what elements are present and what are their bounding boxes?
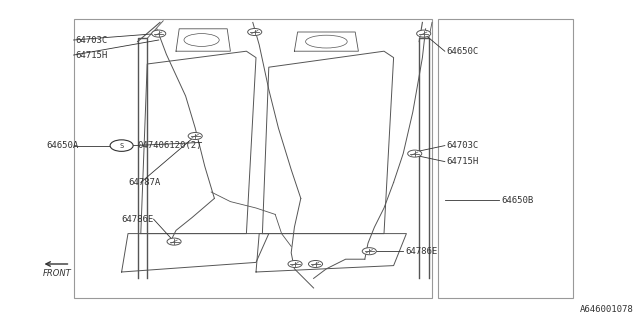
Circle shape — [110, 140, 133, 151]
Text: 64787A: 64787A — [128, 178, 160, 187]
Text: A646001078: A646001078 — [580, 305, 634, 314]
Text: 64650B: 64650B — [501, 196, 533, 204]
Text: 64650C: 64650C — [447, 47, 479, 56]
Circle shape — [408, 150, 422, 157]
Text: 64715H: 64715H — [447, 157, 479, 166]
Text: 64715H: 64715H — [76, 51, 108, 60]
Text: 64786E: 64786E — [405, 247, 437, 256]
Text: 64786E: 64786E — [122, 215, 154, 224]
Text: 047406120(2): 047406120(2) — [138, 141, 202, 150]
Circle shape — [188, 132, 202, 140]
Text: 64703C: 64703C — [447, 141, 479, 150]
Bar — [74, 19, 432, 298]
Text: 64650A: 64650A — [46, 141, 78, 150]
Text: S: S — [120, 143, 124, 148]
Circle shape — [417, 30, 431, 37]
Circle shape — [167, 238, 181, 245]
Circle shape — [308, 260, 323, 268]
Circle shape — [362, 248, 376, 255]
Text: 64703C: 64703C — [76, 36, 108, 44]
Circle shape — [152, 30, 166, 37]
Text: FRONT: FRONT — [44, 269, 72, 278]
Circle shape — [248, 28, 262, 36]
Bar — [438, 19, 573, 298]
Circle shape — [288, 260, 302, 268]
